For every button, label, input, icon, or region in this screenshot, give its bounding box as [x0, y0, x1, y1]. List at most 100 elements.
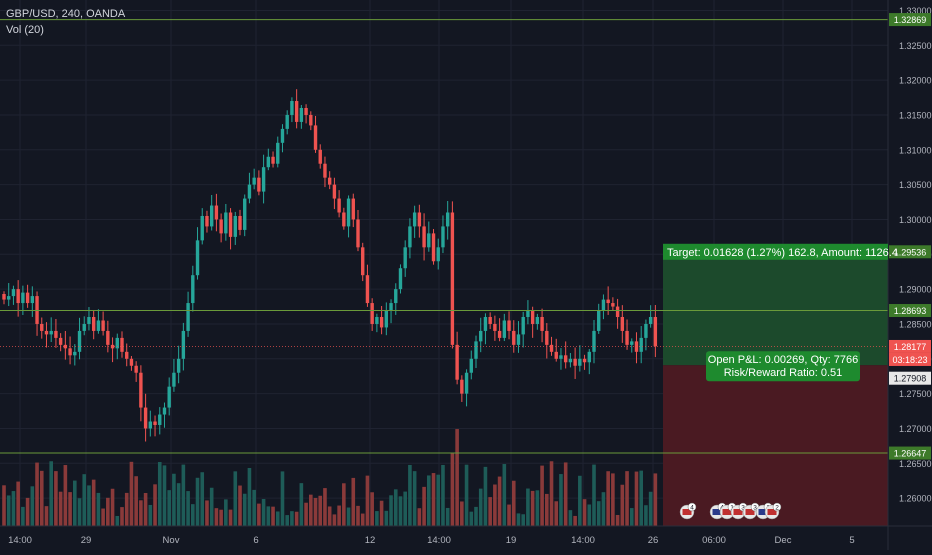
volume-bar [573, 515, 577, 526]
volume-bar [606, 471, 610, 526]
candle-up [172, 372, 176, 387]
pl-box[interactable] [706, 351, 860, 382]
volume-bar [412, 471, 417, 526]
candle-down [497, 330, 502, 338]
volume-bar [266, 506, 271, 526]
candle-down [40, 323, 44, 331]
candle-down [460, 379, 464, 394]
event-count: 3 [753, 505, 757, 512]
volume-bar [87, 485, 91, 526]
volume-bar [148, 504, 153, 526]
volume-bar [209, 487, 214, 526]
horizontal-lines[interactable] [0, 19, 888, 454]
volume-bar [257, 503, 261, 526]
candle-up [290, 101, 294, 115]
candle-up [186, 303, 190, 331]
candle-down [431, 233, 436, 262]
price-label-text: 03:18:23 [892, 355, 927, 365]
candle-up [73, 351, 77, 356]
volume-bar [601, 492, 606, 526]
candle-down [139, 372, 143, 408]
candle-up [11, 289, 16, 297]
candle-down [318, 149, 322, 164]
candle-up [87, 316, 91, 324]
candle-up [398, 268, 403, 290]
volume-bar [615, 514, 620, 526]
volume-bar [44, 506, 49, 526]
volume-bar [176, 483, 181, 526]
volume-bar [478, 488, 483, 526]
volume-indicator-label[interactable]: Vol (20) [6, 24, 44, 36]
price-label-target [889, 245, 931, 259]
candle-up [252, 177, 256, 185]
candle-down [342, 212, 346, 227]
volume-bar [526, 488, 530, 526]
volume-bar [39, 470, 44, 526]
candle-down [25, 292, 30, 304]
volume-bar [134, 476, 138, 526]
volume-bar [139, 500, 143, 526]
candle-down [540, 316, 544, 331]
volume-bar [427, 475, 431, 526]
candle-down [365, 275, 370, 304]
candle-down [573, 358, 577, 366]
volume-bar [275, 511, 280, 526]
event-badges[interactable]: 4413312 [679, 502, 782, 520]
price-tick-label: 1.29000 [899, 285, 932, 295]
volume-bar [648, 491, 653, 526]
candlesticks [2, 89, 658, 442]
candle-up [346, 198, 351, 227]
symbol-title[interactable]: GBP/USD, 240, OANDA [6, 8, 126, 20]
candle-up [639, 337, 643, 352]
volume-bar [304, 502, 308, 526]
volume-bar [16, 481, 20, 526]
volume-bar [441, 464, 445, 526]
candle-up [280, 128, 285, 143]
candle-up [162, 407, 167, 415]
price-label-current [889, 339, 931, 353]
volume-bar [115, 515, 120, 526]
volume-bar [228, 509, 233, 526]
candle-up [266, 156, 271, 168]
volume-bar [35, 462, 39, 526]
volume-bar [474, 506, 478, 526]
candle-down [549, 344, 554, 352]
candle-up [469, 358, 473, 373]
volume-bar [455, 429, 459, 526]
volume-bar [356, 505, 360, 526]
event-count: 3 [741, 505, 745, 512]
volume-bar [408, 464, 412, 526]
volume-bar [82, 474, 87, 526]
volume-bar [224, 499, 228, 526]
price-tick-label: 1.26500 [899, 459, 932, 469]
candle-down [606, 299, 610, 304]
candle-up [601, 299, 606, 311]
price-label-stop [889, 371, 931, 385]
volume-bar [162, 465, 167, 526]
time-tick-label: 29 [81, 535, 92, 546]
time-tick-label: 14:00 [8, 535, 32, 546]
candle-up [479, 330, 483, 342]
target-box[interactable] [663, 243, 888, 260]
candle-down [214, 205, 219, 220]
volume-bar [6, 495, 11, 526]
volume-bar [280, 471, 285, 526]
position-boxes[interactable]: Target: 0.01628 (1.27%) 162.8, Amount: 1… [663, 243, 898, 382]
candle-up [7, 296, 11, 300]
volume-bar [54, 471, 58, 526]
volume-bar [167, 490, 171, 526]
volume-bar [365, 475, 370, 526]
candle-up [587, 351, 591, 363]
volume-bar [493, 484, 497, 526]
time-tick-label: Nov [163, 535, 180, 546]
price-tick-label: 1.28500 [899, 319, 932, 329]
volume-bar [252, 489, 256, 526]
stop-zone [663, 365, 888, 526]
volume-bar [191, 504, 195, 526]
volume-bar [502, 464, 507, 526]
candle-down [563, 355, 568, 363]
price-tick-label: 1.33000 [899, 6, 932, 16]
candle-down [44, 330, 49, 335]
candle-up [276, 142, 280, 164]
